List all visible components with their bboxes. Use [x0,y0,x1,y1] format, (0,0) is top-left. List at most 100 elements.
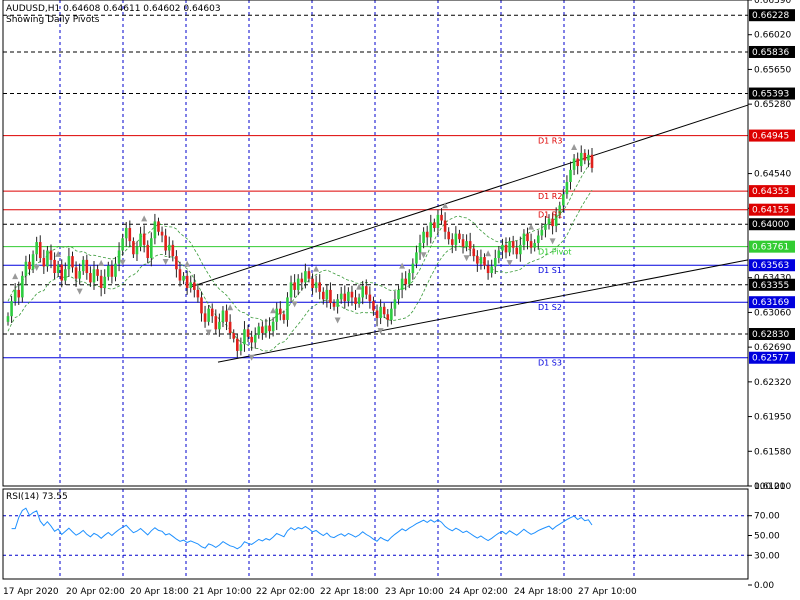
trend-channel [189,104,749,363]
candle-body [264,325,268,334]
candle-body [411,263,415,274]
candle-body [228,321,232,334]
price-level-badge [749,45,795,58]
candle-body [314,282,318,289]
price-level-badge [749,278,795,291]
pivot-label: D1 R2 [538,192,562,201]
candle-body [547,218,551,225]
pivot-subtitle: Showing Daily Pivots [6,15,100,25]
price-level-value: 0.63563 [752,261,789,271]
candle-body [164,235,167,251]
candle-body [214,316,218,330]
price-level-badge [749,351,795,364]
price-tick-label: 0.65650 [754,65,791,75]
pivot-label: D1 S2 [538,303,562,312]
price-level-value: 0.62577 [752,354,789,364]
price-tick-label: 0.64540 [754,170,791,180]
candle-body [167,244,171,251]
candle-body [203,313,207,322]
time-axis-label: 22 Apr 18:00 [320,587,379,597]
candle-body [422,231,425,243]
candle-body [89,273,92,283]
candle-body [579,152,583,167]
candle-body [533,243,536,248]
candle-body [157,221,160,232]
candle-body [124,227,128,239]
fractal-markers [12,144,578,361]
candle-body [443,220,447,232]
price-level-badge [749,240,795,253]
candle-body [282,314,286,320]
candle-body [21,275,24,298]
candle-body [268,325,271,332]
candle-body [307,271,311,279]
candle-body [85,259,89,274]
candle-body [189,282,193,289]
candle-body [472,248,476,257]
candle-body [397,289,400,300]
time-axis-label: 22 Apr 02:00 [256,587,315,597]
price-tick-label: 0.66390 [754,0,791,6]
fractal-marker [205,329,212,336]
candle-body [433,222,436,228]
candle-body [476,256,479,264]
pivot-label: D1 S1 [538,266,562,275]
candle-body [239,344,243,351]
price-level-badge [749,87,795,100]
candle-body [519,244,522,255]
rsi-frame [2,488,749,580]
pivot-label: D1 S3 [538,359,562,368]
candle-body [142,233,146,245]
time-axis-label: 17 Apr 2020 [3,587,59,597]
candle-body [207,308,210,322]
lower-trendline [217,259,749,363]
fractal-marker [377,328,384,335]
candle-body [289,282,293,298]
grid-lines [59,0,635,579]
price-level-value: 0.63169 [752,298,789,308]
candle-body [350,291,354,298]
candle-body [304,271,307,283]
candle-body [558,205,562,215]
candle-body [379,306,382,319]
candle-body [99,275,103,289]
candle-body [551,218,554,227]
candle-body [468,241,472,249]
candle-body [81,259,85,272]
candle-body [60,264,64,281]
candle-body [96,269,99,276]
price-tick-label: 0.63060 [754,308,791,318]
price-tick-label: 0.62690 [754,343,791,353]
price-level-value: 0.64000 [752,220,789,230]
candle-body [508,241,511,253]
candle-body [504,244,508,253]
pivot-label: D1 Pivot [538,248,571,257]
time-axis-label: 27 Apr 10:00 [578,587,637,597]
fractal-marker [528,223,535,230]
candle-body [325,289,329,300]
candle-body [382,306,386,315]
candle-body [526,233,529,242]
price-level-badge [749,218,795,231]
candle-body [185,275,189,289]
candle-body [78,271,81,279]
candle-body [160,231,164,236]
candle-body [529,241,533,248]
time-axis-label: 24 Apr 02:00 [449,587,508,597]
candle-body [128,227,132,242]
candle-body [501,244,504,251]
fractal-marker [549,238,556,245]
candle-body [153,221,157,239]
candle-body [221,310,225,322]
rsi-panel [3,507,748,556]
candle-body [497,250,501,259]
candle-body [275,308,279,322]
candle-body [329,289,332,304]
candle-body [64,269,67,281]
candle-body [253,334,257,343]
candle-body [583,152,587,161]
rsi-tick-label: 0.00 [754,581,774,591]
candle-body [332,303,336,307]
pivot-label: D1 R1 [538,211,562,220]
